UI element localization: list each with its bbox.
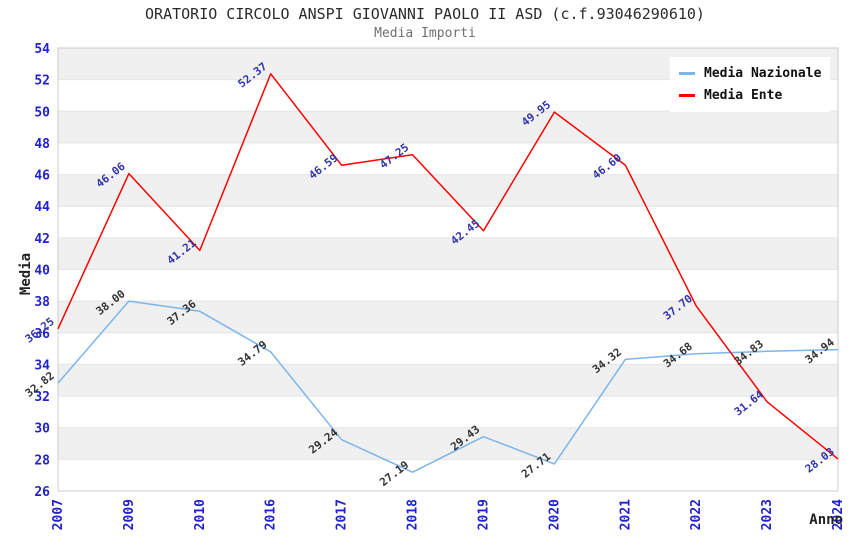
y-tick-label: 42 — [34, 232, 50, 247]
y-tick-label: 52 — [34, 74, 50, 89]
x-tick-label: 2009 — [122, 499, 137, 530]
data-label: 27.19 — [377, 458, 411, 489]
y-tick-label: 36 — [34, 327, 50, 342]
y-tick-label: 48 — [34, 137, 50, 152]
legend-label-media-nazionale: Media Nazionale — [704, 65, 822, 81]
chart-subtitle: Media Importi — [374, 26, 476, 41]
series-line-media-ente — [57, 73, 839, 460]
x-tick-label: 2010 — [193, 499, 208, 530]
y-tick-label: 50 — [34, 105, 50, 120]
y-tick-label: 44 — [34, 200, 50, 215]
x-tick-label: 2024 — [831, 499, 846, 530]
y-tick-label: 28 — [34, 453, 50, 468]
legend-label-media-ente: Media Ente — [704, 87, 783, 103]
plot-band — [58, 174, 838, 207]
y-tick-label: 40 — [34, 264, 50, 279]
y-tick-label: 30 — [34, 422, 50, 437]
y-tick-label: 54 — [34, 42, 50, 57]
y-axis-label: Media — [18, 253, 34, 295]
y-tick-label: 46 — [34, 169, 50, 184]
x-axis-label: Anno — [809, 512, 843, 528]
plot-band — [58, 301, 838, 333]
series-line-media-nazionale — [57, 300, 839, 473]
y-tick-label: 34 — [34, 358, 50, 373]
x-tick-label: 2019 — [476, 499, 491, 530]
x-tick-label: 2007 — [51, 499, 66, 530]
x-tick-label: 2021 — [618, 499, 633, 530]
x-tick-label: 2020 — [547, 499, 562, 530]
x-tick-label: 2016 — [264, 499, 279, 530]
plot-band — [58, 111, 838, 143]
x-tick-label: 2017 — [335, 499, 350, 530]
plot-band — [58, 237, 838, 270]
x-tick-label: 2018 — [406, 499, 421, 530]
data-label: 34.94 — [803, 335, 837, 366]
plot-band — [58, 364, 838, 397]
x-tick-label: 2023 — [760, 499, 775, 530]
legend-item-media-nazionale[interactable]: Media Nazionale — [679, 62, 821, 84]
chart-title: ORATORIO CIRCOLO ANSPI GIOVANNI PAOLO II… — [145, 5, 705, 23]
legend-item-media-ente[interactable]: Media Ente — [679, 84, 821, 106]
data-label: 34.83 — [732, 337, 766, 368]
y-tick-label: 32 — [34, 390, 50, 405]
legend: Media Nazionale Media Ente — [670, 57, 831, 112]
y-tick-label: 38 — [34, 295, 50, 310]
legend-swatch-media-ente — [679, 93, 695, 97]
plot-border — [57, 47, 839, 492]
y-tick-label: 26 — [34, 485, 50, 500]
legend-swatch-media-nazionale — [679, 71, 695, 75]
x-tick-label: 2022 — [689, 499, 704, 530]
